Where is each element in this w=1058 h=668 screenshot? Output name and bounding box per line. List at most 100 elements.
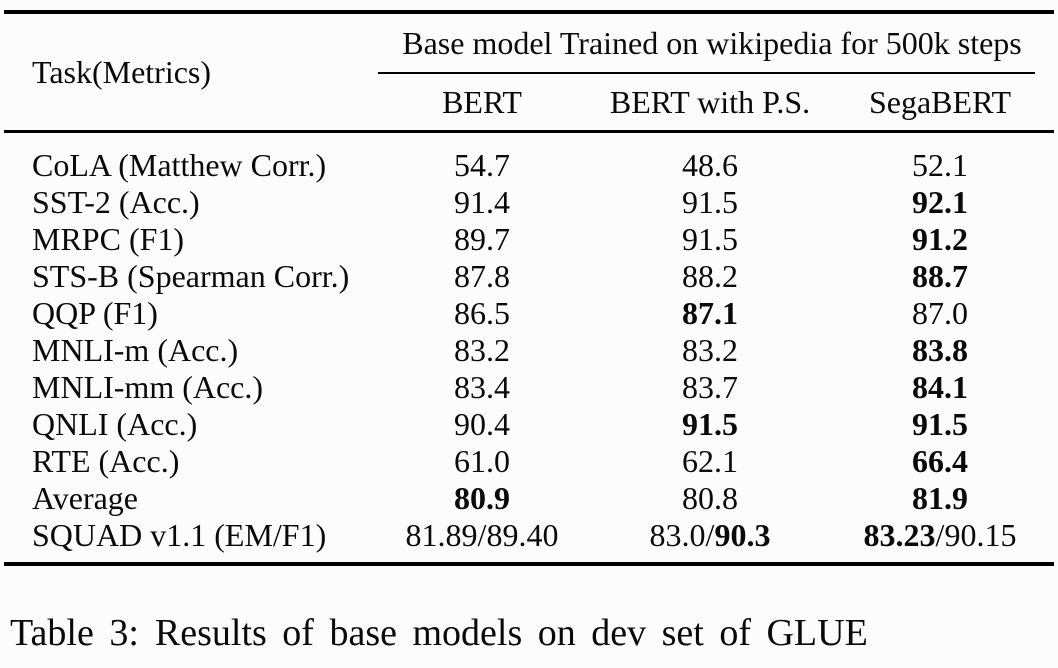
task-label: SST-2 (Acc.) — [32, 184, 200, 220]
metric-value: 83.23/90.15 — [826, 517, 1054, 554]
metric-value: 91.5 — [594, 406, 826, 443]
metric-value: 87.8 — [370, 258, 594, 295]
metric-value: 48.6 — [594, 147, 826, 184]
metric-value-segment: 86.5 — [454, 295, 510, 331]
table-body: CoLA (Matthew Corr.) 54.7 48.6 52.1 SST-2 (A… — [4, 133, 1054, 562]
metric-value: 91.5 — [826, 406, 1054, 443]
table-caption: Table 3: Results of base models on dev se… — [4, 610, 1054, 656]
caption-text: Results of base models on dev set of GLU… — [154, 612, 868, 654]
metric-value-segment: 91.4 — [454, 184, 510, 220]
metric-value-segment: 83.4 — [454, 369, 510, 405]
metric-value-segment: 83.0/ — [649, 517, 715, 553]
metric-value: 87.1 — [594, 295, 826, 332]
metric-value: 54.7 — [370, 147, 594, 184]
metric-value-segment: 83.2 — [682, 332, 738, 368]
table-row: MNLI-mm (Acc.) 83.4 83.7 84.1 — [4, 369, 1054, 406]
metric-value-bold-segment: 91.2 — [912, 221, 968, 257]
task-label: MNLI-m (Acc.) — [32, 332, 239, 368]
metric-value: 86.5 — [370, 295, 594, 332]
metric-value-bold-segment: 91.5 — [682, 406, 738, 442]
metric-value-segment: 87.8 — [454, 258, 510, 294]
metric-value-segment: 48.6 — [682, 147, 738, 183]
metric-value: 80.9 — [370, 480, 594, 517]
column-header-bert-ps: BERT with P.S. — [609, 83, 811, 120]
metric-value-bold-segment: 91.5 — [912, 406, 968, 442]
metric-value: 81.9 — [826, 480, 1054, 517]
metric-value-segment: 52.1 — [912, 147, 968, 183]
metric-value: 83.2 — [370, 332, 594, 369]
task-label: STS-B (Spearman Corr.) — [32, 258, 350, 294]
metric-value: 89.7 — [370, 221, 594, 258]
metric-value-bold-segment: 83.8 — [912, 332, 968, 368]
table-row: MNLI-m (Acc.) 83.2 83.2 83.8 — [4, 332, 1054, 369]
metric-value-segment: 62.1 — [682, 443, 738, 479]
table-row: QNLI (Acc.) 90.4 91.5 91.5 — [4, 406, 1054, 443]
table-row: RTE (Acc.) 61.0 62.1 66.4 — [4, 443, 1054, 480]
column-header-bert: BERT — [442, 83, 522, 120]
table-bottom-rule — [4, 562, 1054, 566]
table-top-rule — [4, 10, 1054, 14]
metric-value-segment: 81.89/89.40 — [405, 517, 559, 553]
metric-value: 52.1 — [826, 147, 1054, 184]
metric-value-segment: 89.7 — [454, 221, 510, 257]
metric-value-bold-segment: 87.1 — [682, 295, 738, 331]
metric-value-bold-segment: 83.23 — [863, 517, 936, 553]
span-header-zone: Base model Trained on wikipedia for 500k… — [370, 14, 1054, 130]
metric-value: 88.2 — [594, 258, 826, 295]
paper-table-figure: Task(Metrics) Base model Trained on wiki… — [4, 0, 1054, 656]
metric-value-segment: 61.0 — [454, 443, 510, 479]
metric-value-segment: 91.5 — [682, 184, 738, 220]
header-body-rule — [4, 130, 1054, 133]
span-header: Base model Trained on wikipedia for 500k… — [402, 24, 1022, 61]
metric-value: 91.4 — [370, 184, 594, 221]
metric-value: 91.5 — [594, 184, 826, 221]
metric-value: 83.2 — [594, 332, 826, 369]
metric-value-segment: /90.15 — [935, 517, 1017, 553]
metric-value-segment: 80.8 — [682, 480, 738, 516]
task-label: Average — [32, 480, 138, 516]
metric-value-bold-segment: 84.1 — [912, 369, 968, 405]
metric-value-bold-segment: 80.9 — [454, 480, 510, 516]
metric-value-bold-segment: 66.4 — [912, 443, 968, 479]
metric-value: 80.8 — [594, 480, 826, 517]
table-row: MRPC (F1) 89.7 91.5 91.2 — [4, 221, 1054, 258]
task-label: RTE (Acc.) — [32, 443, 180, 479]
metric-value: 90.4 — [370, 406, 594, 443]
table-row: SQUAD v1.1 (EM/F1) 81.89/89.40 83.0/90.3 83… — [4, 517, 1054, 554]
column-header-segabert: SegaBERT — [868, 83, 1012, 120]
metric-value: 81.89/89.40 — [370, 517, 594, 554]
metric-value-segment: 87.0 — [912, 295, 968, 331]
metric-value: 91.5 — [594, 221, 826, 258]
table-row: Average 80.9 80.8 81.9 — [4, 480, 1054, 517]
table-row: SST-2 (Acc.) 91.4 91.5 92.1 — [4, 184, 1054, 221]
span-underline-rule — [378, 72, 1035, 74]
caption-label: Table 3: — [10, 612, 139, 654]
table-row: CoLA (Matthew Corr.) 54.7 48.6 52.1 — [4, 147, 1054, 184]
metric-value-bold-segment: 81.9 — [912, 480, 968, 516]
task-label: MRPC (F1) — [32, 221, 185, 257]
task-label: QNLI (Acc.) — [32, 406, 198, 442]
metric-value-segment: 54.7 — [454, 147, 510, 183]
task-label: QQP (F1) — [32, 295, 158, 331]
table-row: STS-B (Spearman Corr.) 87.8 88.2 88.7 — [4, 258, 1054, 295]
column-headers: BERT BERT with P.S. SegaBERT — [370, 74, 1054, 130]
metric-value: 83.8 — [826, 332, 1054, 369]
metric-value-segment: 90.4 — [454, 406, 510, 442]
metric-value-bold-segment: 90.3 — [714, 517, 771, 553]
task-label: CoLA (Matthew Corr.) — [32, 147, 327, 183]
table-row: QQP (F1) 86.5 87.1 87.0 — [4, 295, 1054, 332]
metric-value: 88.7 — [826, 258, 1054, 295]
metric-value: 84.1 — [826, 369, 1054, 406]
metric-value-bold-segment: 88.7 — [912, 258, 968, 294]
table-header: Task(Metrics) Base model Trained on wiki… — [4, 14, 1054, 130]
metric-value: 83.4 — [370, 369, 594, 406]
metric-value: 92.1 — [826, 184, 1054, 221]
metric-value-segment: 83.7 — [682, 369, 738, 405]
metric-value-bold-segment: 92.1 — [912, 184, 968, 220]
metric-value-segment: 88.2 — [682, 258, 738, 294]
task-label: SQUAD v1.1 (EM/F1) — [32, 517, 327, 553]
corner-header: Task(Metrics) — [32, 53, 212, 90]
metric-value: 83.0/90.3 — [594, 517, 826, 554]
metric-value-segment: 91.5 — [682, 221, 738, 257]
metric-value: 61.0 — [370, 443, 594, 480]
